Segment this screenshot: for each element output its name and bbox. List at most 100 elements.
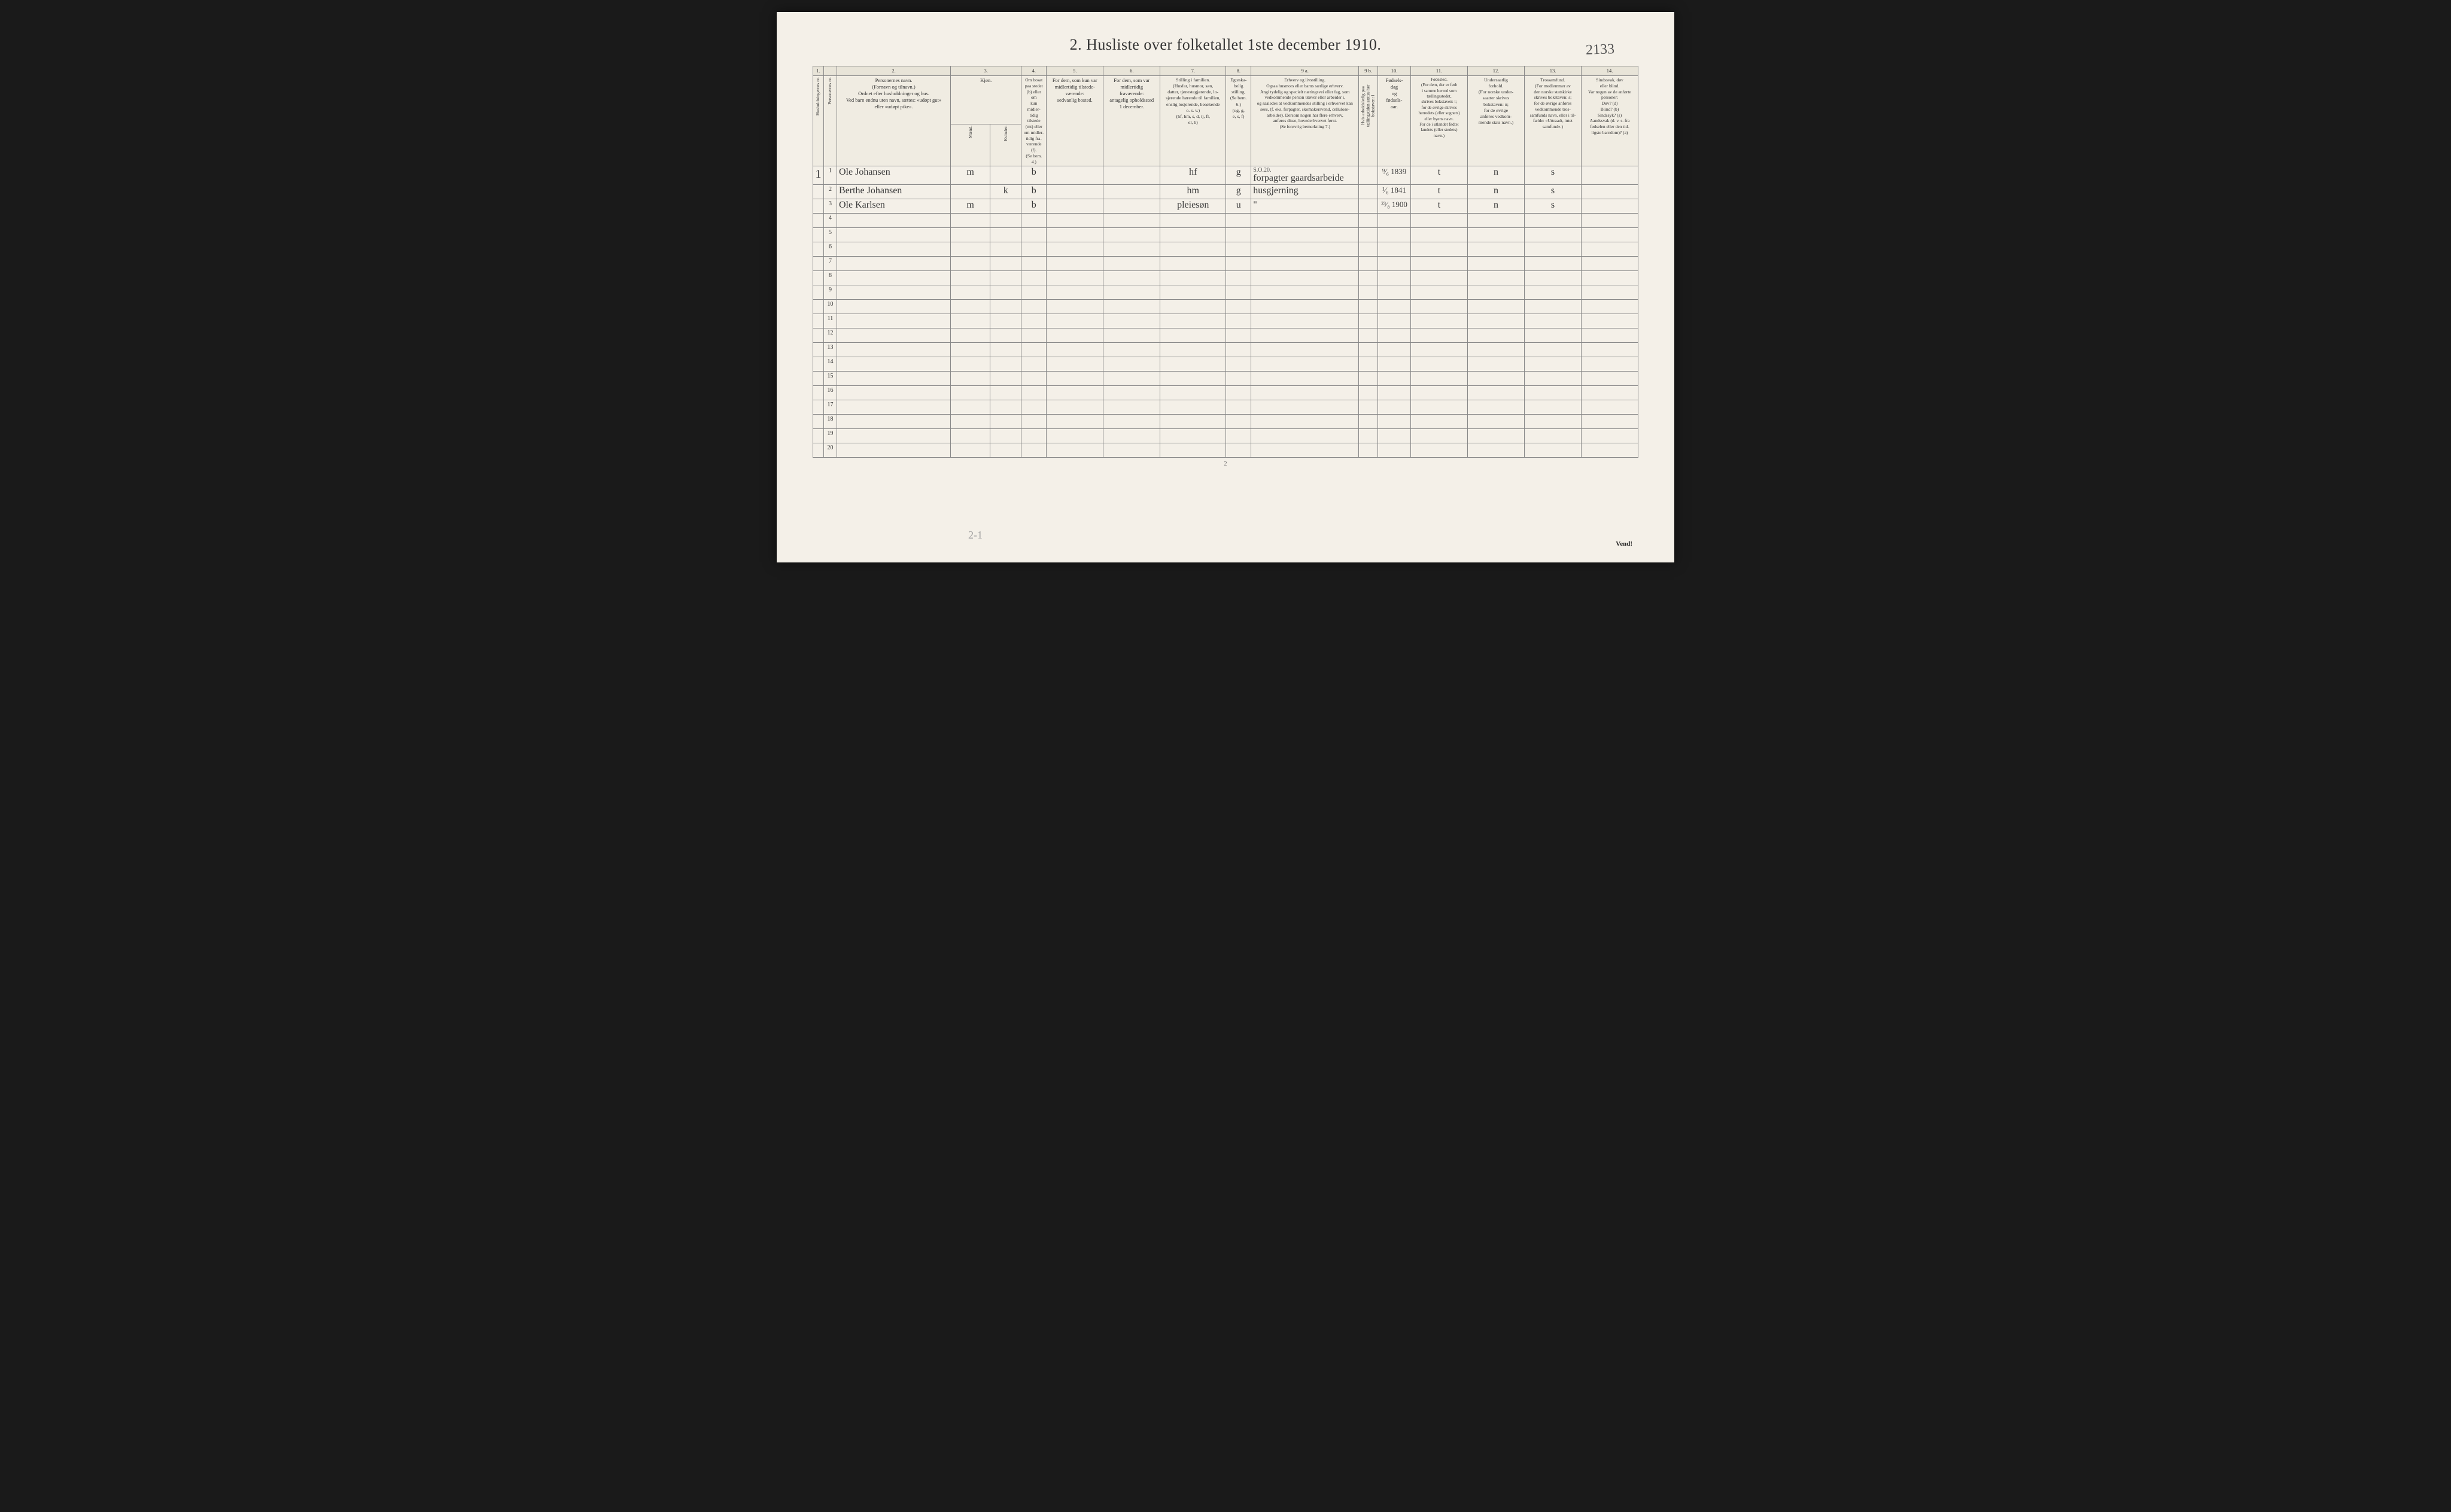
cell-empty — [1582, 214, 1638, 228]
cell-place: t — [1411, 199, 1468, 214]
cell-empty — [1359, 415, 1378, 429]
cell-empty — [1103, 228, 1160, 242]
hdr-household-num: Husholdningernes nr. — [813, 76, 824, 166]
cell-empty — [1468, 357, 1525, 372]
cell-empty — [1359, 357, 1378, 372]
cell-empty — [837, 271, 951, 285]
hdr-marital: Egteska- belig stilling. (Se bem. 6.) (u… — [1226, 76, 1251, 166]
table-row-empty: 14 — [813, 357, 1638, 372]
cell-empty — [1160, 357, 1226, 372]
cell-person-num: 20 — [824, 443, 837, 458]
cell-empty — [1525, 343, 1582, 357]
cell-empty — [1525, 429, 1582, 443]
cell-empty — [990, 285, 1021, 300]
cell-marital: g — [1226, 166, 1251, 185]
cell-sex-m: m — [951, 199, 990, 214]
cell-c6 — [1103, 199, 1160, 214]
col-num-12: 12. — [1468, 66, 1525, 76]
cell-empty — [1582, 415, 1638, 429]
cell-empty — [1378, 372, 1411, 386]
cell-person-num: 2 — [824, 185, 837, 199]
col-num-1: 1. — [813, 66, 824, 76]
column-number-row: 1. 2. 3. 4. 5. 6. 7. 8. 9 a. 9 b. 10. 11… — [813, 66, 1638, 76]
cell-empty — [1251, 372, 1359, 386]
cell-empty — [951, 228, 990, 242]
cell-person-num: 3 — [824, 199, 837, 214]
cell-household — [813, 185, 824, 199]
cell-empty — [1047, 285, 1103, 300]
cell-empty — [1525, 415, 1582, 429]
cell-empty — [1378, 357, 1411, 372]
census-table: 1. 2. 3. 4. 5. 6. 7. 8. 9 a. 9 b. 10. 11… — [813, 66, 1638, 458]
cell-empty — [837, 415, 951, 429]
cell-empty — [837, 429, 951, 443]
cell-empty — [1160, 372, 1226, 386]
cell-empty — [813, 343, 824, 357]
cell-empty — [1378, 257, 1411, 271]
table-row-empty: 17 — [813, 400, 1638, 415]
col-num-5: 5. — [1047, 66, 1103, 76]
col-num-9b: 9 b. — [1359, 66, 1378, 76]
cell-empty — [1468, 314, 1525, 328]
cell-empty — [1251, 285, 1359, 300]
cell-empty — [1359, 314, 1378, 328]
cell-residence: b — [1021, 199, 1047, 214]
cell-empty — [1525, 271, 1582, 285]
cell-empty — [1103, 400, 1160, 415]
cell-empty — [1525, 242, 1582, 257]
col-num-3: 3. — [951, 66, 1021, 76]
cell-empty — [951, 214, 990, 228]
cell-empty — [1103, 242, 1160, 257]
cell-empty — [1021, 214, 1047, 228]
cell-empty — [1251, 328, 1359, 343]
cell-empty — [1251, 300, 1359, 314]
bottom-annotation: 2-1 — [968, 529, 983, 541]
cell-c9b — [1359, 199, 1378, 214]
cell-empty — [951, 372, 990, 386]
cell-empty — [1359, 228, 1378, 242]
table-row-empty: 6 — [813, 242, 1638, 257]
cell-place: t — [1411, 166, 1468, 185]
hdr-person-num: Personernes nr. — [824, 76, 837, 166]
cell-person-num: 15 — [824, 372, 837, 386]
cell-c14 — [1582, 199, 1638, 214]
cell-empty — [813, 443, 824, 458]
cell-empty — [990, 314, 1021, 328]
cell-empty — [990, 257, 1021, 271]
cell-empty — [1160, 257, 1226, 271]
cell-birth: ⁹⁄₆ 1839 — [1378, 166, 1411, 185]
cell-empty — [1103, 386, 1160, 400]
cell-empty — [1468, 443, 1525, 458]
cell-empty — [1582, 242, 1638, 257]
cell-empty — [1226, 228, 1251, 242]
cell-empty — [990, 328, 1021, 343]
cell-empty — [813, 400, 824, 415]
table-row: 11Ole JohansenmbhfgS.O.20.forpagter gaar… — [813, 166, 1638, 185]
hdr-male: Mænd. — [951, 124, 990, 166]
cell-empty — [1468, 300, 1525, 314]
cell-empty — [1411, 429, 1468, 443]
cell-empty — [1021, 343, 1047, 357]
cell-empty — [1582, 271, 1638, 285]
cell-household — [813, 199, 824, 214]
cell-empty — [990, 242, 1021, 257]
cell-empty — [951, 357, 990, 372]
cell-empty — [813, 372, 824, 386]
cell-c5 — [1047, 166, 1103, 185]
cell-empty — [813, 214, 824, 228]
table-row-empty: 10 — [813, 300, 1638, 314]
census-page: 2133 2. Husliste over folketallet 1ste d… — [777, 12, 1674, 562]
cell-sex-k: k — [990, 185, 1021, 199]
cell-empty — [1226, 328, 1251, 343]
col-num-8: 8. — [1226, 66, 1251, 76]
cell-empty — [1251, 357, 1359, 372]
cell-empty — [1047, 429, 1103, 443]
cell-empty — [1251, 228, 1359, 242]
cell-empty — [1582, 285, 1638, 300]
cell-empty — [1103, 357, 1160, 372]
col-num-7: 7. — [1160, 66, 1226, 76]
cell-empty — [1226, 300, 1251, 314]
cell-empty — [1103, 314, 1160, 328]
cell-empty — [1160, 285, 1226, 300]
cell-person-num: 10 — [824, 300, 837, 314]
